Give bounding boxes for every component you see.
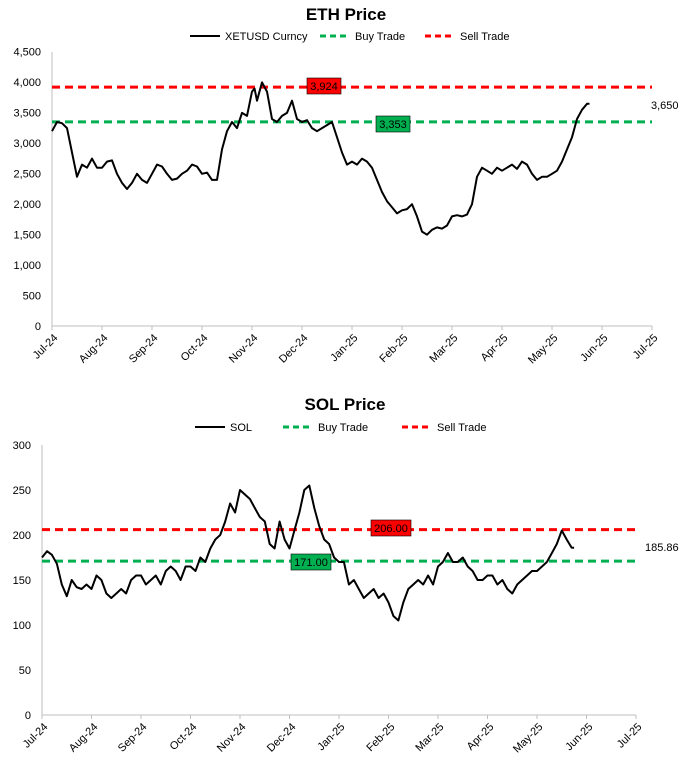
eth-price-chart: ETH Price XETUSD Curncy Buy Trade Sell T… (13, 5, 678, 366)
x-tick-label: Jun-25 (578, 332, 610, 364)
y-tick-label: 100 (13, 620, 31, 632)
y-tick-label: 250 (13, 485, 31, 497)
y-axis-labels: 0 500 1,000 1,500 2,000 2,500 3,000 3,50… (13, 47, 41, 334)
y-tick-label: 3,500 (13, 108, 41, 120)
sell-price-tag (370, 519, 412, 537)
buy-price-tag (290, 553, 332, 571)
x-tick-label: Jul-25 (615, 721, 645, 751)
eth-plot-area (51, 52, 653, 330)
buy-price-tag (375, 115, 411, 133)
x-tick-label: Jul-25 (631, 332, 661, 362)
x-tick-label: Sep-24 (127, 332, 161, 366)
legend-label-price: XETUSD Curncy (225, 31, 308, 43)
x-tick-label: Mar-25 (427, 332, 460, 365)
last-price-label: 3,650 (651, 100, 679, 112)
y-tick-label: 1,000 (13, 260, 41, 272)
x-tick-label: Apr-25 (465, 721, 497, 753)
x-tick-label: May-25 (511, 721, 545, 755)
x-tick-label: Jan-25 (315, 721, 347, 753)
y-tick-label: 1,500 (13, 230, 41, 242)
annotations: 206.00 171.00 185.86 (290, 519, 679, 571)
legend: XETUSD Curncy Buy Trade Sell Trade (190, 31, 510, 43)
sell-price-tag-label: 3,924 (310, 81, 338, 93)
y-tick-label: 300 (13, 440, 31, 452)
x-tick-label: Jun-25 (563, 721, 595, 753)
x-tick-label: Aug-24 (77, 332, 111, 366)
y-tick-label: 150 (13, 575, 31, 587)
buy-price-tag-label: 171.00 (294, 557, 328, 569)
y-tick-label: 0 (25, 710, 31, 722)
x-axis-labels: Jul-24 Aug-24 Sep-24 Oct-24 Nov-24 Dec-2… (31, 332, 661, 366)
x-tick-label: Nov-24 (227, 332, 261, 366)
buy-price-tag-label: 3,353 (379, 119, 407, 131)
y-tick-label: 0 (35, 321, 41, 333)
y-tick-label: 500 (23, 291, 41, 303)
price-series-line (51, 81, 590, 236)
legend-label-buy: Buy Trade (355, 31, 405, 43)
x-tick-label: Mar-25 (413, 721, 446, 754)
x-tick-label: Oct-24 (168, 721, 200, 753)
chart-title: ETH Price (306, 5, 386, 24)
x-tick-label: Dec-24 (277, 332, 311, 366)
legend: SOL Buy Trade Sell Trade (195, 422, 487, 434)
x-axis-labels: Jul-24 Aug-24 Sep-24 Oct-24 Nov-24 Dec-2… (21, 721, 645, 755)
legend-label-sell: Sell Trade (460, 31, 510, 43)
y-tick-label: 2,500 (13, 169, 41, 181)
y-tick-label: 4,000 (13, 77, 41, 89)
last-price-label: 185.86 (645, 542, 679, 554)
x-tick-label: May-25 (526, 332, 560, 366)
y-tick-label: 50 (19, 665, 31, 677)
sell-price-tag-label: 206.00 (374, 523, 408, 535)
x-tick-label: Jan-25 (328, 332, 360, 364)
legend-label-buy: Buy Trade (318, 422, 368, 434)
sol-plot-area (41, 445, 637, 719)
legend-label-price: SOL (230, 422, 252, 434)
y-tick-label: 200 (13, 530, 31, 542)
annotations: 3,924 3,353 3,650 (306, 77, 679, 133)
x-tick-label: Oct-24 (179, 332, 211, 364)
price-series-line (41, 484, 575, 622)
x-tick-label: Aug-24 (67, 721, 101, 755)
legend-label-sell: Sell Trade (437, 422, 487, 434)
x-tick-label: Sep-24 (116, 721, 150, 755)
sol-price-chart: SOL Price SOL Buy Trade Sell Trade 0 50 … (13, 395, 679, 755)
x-tick-label: Jul-24 (21, 721, 51, 751)
chart-title: SOL Price (305, 395, 386, 414)
x-tick-label: Jul-24 (31, 332, 61, 362)
y-tick-label: 2,000 (13, 199, 41, 211)
y-axis-labels: 0 50 100 150 200 250 300 (13, 440, 31, 722)
x-tick-label: Feb-25 (377, 332, 410, 365)
x-tick-label: Apr-25 (479, 332, 511, 364)
x-tick-label: Feb-25 (364, 721, 397, 754)
x-tick-label: Nov-24 (215, 721, 249, 755)
sell-price-tag (306, 77, 342, 95)
x-tick-label: Dec-24 (265, 721, 299, 755)
y-tick-label: 3,000 (13, 138, 41, 150)
y-tick-label: 4,500 (13, 47, 41, 59)
